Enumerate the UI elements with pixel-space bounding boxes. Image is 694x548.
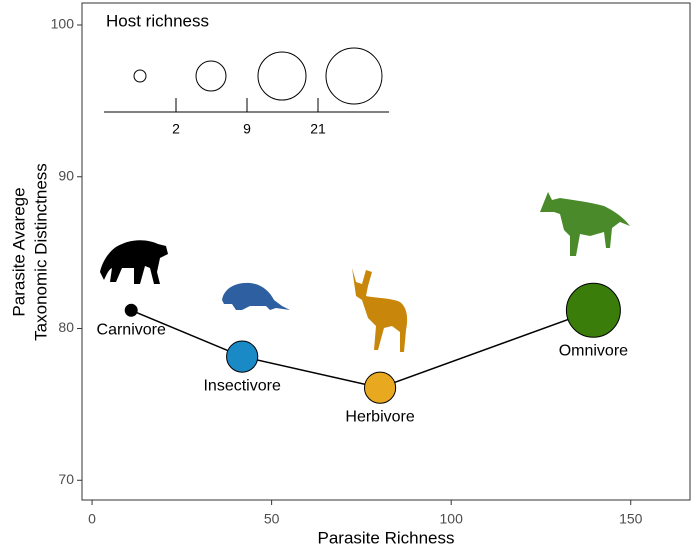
puma-icon bbox=[100, 240, 168, 284]
point bbox=[565, 282, 621, 338]
legend-key bbox=[325, 47, 383, 105]
point-label: Omnivore bbox=[559, 343, 628, 360]
deer-icon bbox=[352, 268, 408, 352]
x-tick-label: 0 bbox=[88, 511, 96, 527]
legend-break-label: 2 bbox=[172, 121, 180, 137]
y-tick-label: 70 bbox=[58, 471, 74, 487]
point-label: Carnivore bbox=[97, 322, 166, 339]
y-axis-label: Parasite Avarege bbox=[9, 187, 28, 316]
armadillo-icon bbox=[222, 282, 290, 310]
legend-key bbox=[195, 60, 227, 92]
y-tick-label: 80 bbox=[58, 319, 74, 335]
legend-break-label: 21 bbox=[310, 121, 326, 137]
point bbox=[363, 371, 397, 404]
legend-break-label: 9 bbox=[243, 121, 251, 137]
y-axis-label: Taxonomic Distinctness bbox=[31, 163, 50, 341]
point-label: Insectivore bbox=[203, 377, 280, 394]
panel bbox=[81, 2, 691, 501]
y-tick-label: 90 bbox=[58, 167, 74, 183]
connecting-line bbox=[130, 309, 594, 389]
x-tick-label: 100 bbox=[440, 511, 464, 527]
x-axis-label: Parasite Richness bbox=[317, 528, 454, 547]
legend-key bbox=[133, 69, 147, 83]
x-tick-label: 50 bbox=[264, 511, 280, 527]
y-tick-label: 100 bbox=[51, 16, 75, 32]
point bbox=[124, 303, 138, 317]
x-tick-label: 150 bbox=[619, 511, 643, 527]
coyote-icon bbox=[540, 192, 630, 256]
legend-key bbox=[257, 51, 307, 101]
point bbox=[226, 340, 259, 373]
point-label: Herbivore bbox=[345, 409, 414, 426]
legend-title: Host richness bbox=[106, 11, 209, 30]
